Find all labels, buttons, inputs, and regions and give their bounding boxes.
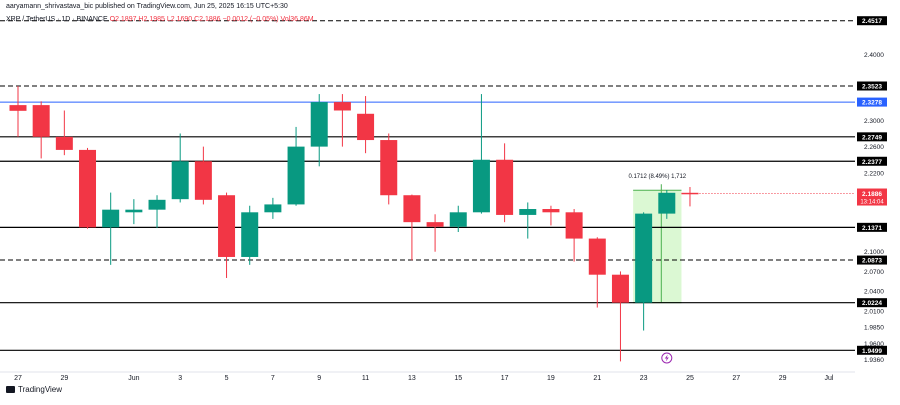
price-tick-label: 2.2600 [864, 144, 884, 151]
time-tick-label: 11 [362, 375, 369, 382]
candle-body-15[interactable] [357, 113, 375, 141]
level-label: 2.3523 [862, 83, 882, 90]
candle-body-8[interactable] [194, 161, 212, 200]
candle-body-10[interactable] [241, 212, 259, 257]
time-tick-label: 9 [317, 375, 321, 382]
price-tick-label: 1.9360 [864, 357, 884, 364]
current-price-label: 2.1886 [862, 191, 882, 198]
tradingview-logo-text: TradingView [18, 385, 63, 394]
time-tick-label: 27 [14, 375, 22, 382]
candle-body-14[interactable] [333, 102, 351, 111]
level-label: 2.1371 [862, 225, 882, 232]
candle-body-18[interactable] [426, 222, 444, 227]
level-label-box-0 [857, 16, 887, 26]
time-tick-label: 23 [640, 375, 648, 382]
countdown-label: 13:14:04 [860, 200, 884, 206]
candle-body-19[interactable] [449, 212, 467, 227]
level-label-box-3 [857, 132, 887, 142]
measure-label: 0.1712 (8.49%) 1,712 [628, 174, 686, 180]
level-label: 2.2377 [862, 159, 882, 166]
time-tick-label: 13 [408, 375, 416, 382]
level-label: 2.3278 [862, 100, 882, 107]
candle-body-5[interactable] [125, 209, 143, 213]
price-tick-label: 1.9600 [864, 341, 884, 348]
candle-body-21[interactable] [496, 159, 514, 215]
candle-body-12[interactable] [287, 146, 305, 205]
level-label: 1.9499 [862, 348, 882, 355]
time-tick-label: 3 [178, 375, 182, 382]
candle-body-3[interactable] [79, 149, 97, 228]
time-tick-label: 29 [60, 375, 68, 382]
candle-body-25[interactable] [588, 238, 606, 275]
candle-body-22[interactable] [519, 209, 537, 215]
level-label-box-8 [857, 345, 887, 355]
price-tick-label: 2.0100 [864, 308, 884, 315]
candle-body-26[interactable] [611, 274, 629, 303]
symbol-legend[interactable]: XRP / TetherUS · 1D · BINANCE O2.1897 H2… [6, 16, 314, 23]
candle-body-6[interactable] [148, 199, 166, 210]
candle-body-23[interactable] [542, 209, 560, 213]
time-tick-label: 21 [593, 375, 601, 382]
time-tick-label: 27 [732, 375, 740, 382]
candle-body-1[interactable] [32, 105, 50, 137]
time-tick-label: Jul [825, 375, 834, 382]
current-price-box [857, 188, 887, 206]
candle-body-27[interactable] [635, 213, 653, 303]
symbol-name: XRP / TetherUS · 1D · BINANCE [6, 16, 108, 23]
time-tick-label: 5 [225, 375, 229, 382]
time-tick-label: 29 [779, 375, 787, 382]
time-tick-label: Jun [128, 375, 139, 382]
candle-body-2[interactable] [55, 136, 73, 150]
candle-body-13[interactable] [310, 102, 328, 147]
price-tick-label: 2.1000 [864, 249, 884, 256]
candle-body-11[interactable] [264, 204, 282, 213]
candle-body-17[interactable] [403, 195, 421, 223]
candle-body-4[interactable] [102, 209, 120, 228]
candle-body-0[interactable] [9, 105, 27, 111]
time-tick-label: 19 [547, 375, 555, 382]
time-tick-label: 7 [271, 375, 275, 382]
level-label: 2.2749 [862, 134, 882, 141]
price-tick-label: 2.2200 [864, 170, 884, 177]
ohlc-values: O2.1897 H2.1985 L2.1690 C2.1886 −0.0012 … [109, 16, 314, 23]
level-label-box-2 [857, 97, 887, 107]
level-label-box-5 [857, 222, 887, 232]
publisher-line: aaryamann_shrivastava_bic published on T… [6, 3, 288, 10]
time-tick-label: 25 [686, 375, 694, 382]
time-tick-label: 17 [501, 375, 509, 382]
candle-body-16[interactable] [380, 140, 398, 196]
candle-body-28[interactable] [658, 192, 676, 214]
candle-body-29[interactable] [681, 192, 699, 195]
level-label-box-4 [857, 156, 887, 166]
tradingview-logo-icon [6, 386, 15, 393]
price-tick-label: 2.3000 [864, 118, 884, 125]
time-tick-label: 15 [454, 375, 462, 382]
candle-body-9[interactable] [218, 195, 236, 257]
tradingview-logo[interactable]: TradingView [6, 385, 62, 394]
price-tick-label: 2.4000 [864, 52, 884, 59]
candle-body-24[interactable] [565, 212, 583, 239]
price-tick-label: 1.9850 [864, 325, 884, 332]
lightning-icon [664, 354, 669, 362]
level-label-box-6 [857, 255, 887, 265]
level-label-box-1 [857, 81, 887, 91]
candle-body-20[interactable] [472, 159, 490, 213]
level-label: 2.0873 [862, 258, 882, 265]
level-label: 2.0224 [862, 300, 882, 307]
candle-body-7[interactable] [171, 161, 189, 200]
level-label: 2.4517 [862, 18, 882, 25]
price-tick-label: 2.0400 [864, 289, 884, 296]
level-label-box-7 [857, 298, 887, 308]
price-tick-label: 2.0700 [864, 269, 884, 276]
